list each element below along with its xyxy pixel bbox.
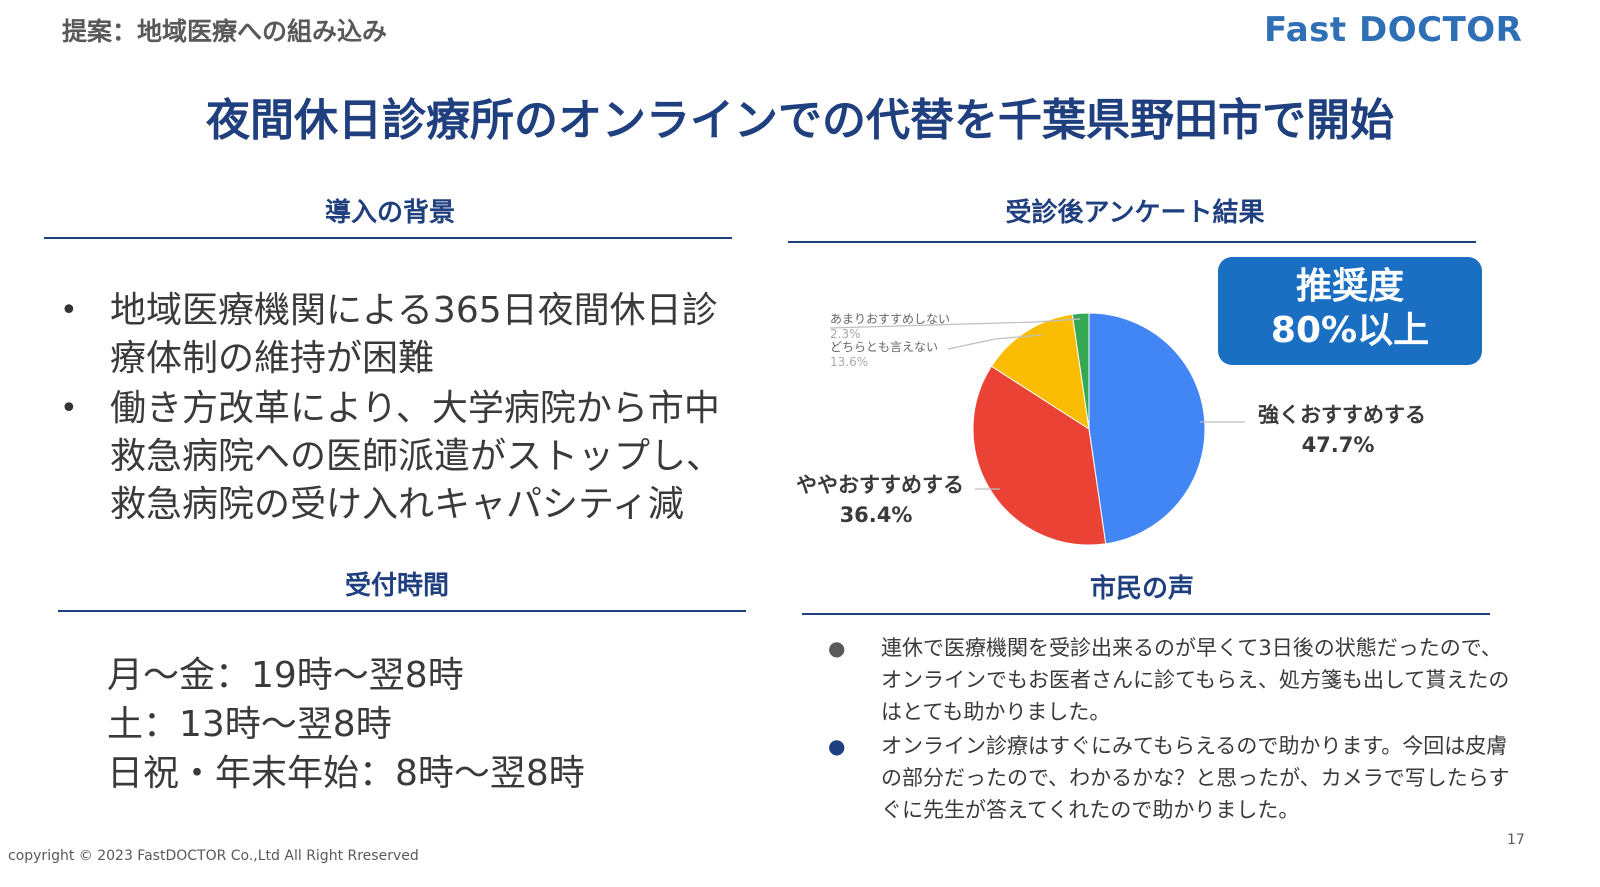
recommendation-badge: 推奨度 80%以上 [1218, 257, 1482, 365]
pie-slice-not-recommend [1071, 312, 1090, 430]
background-divider [44, 237, 732, 239]
pie-label-somewhat: ややおすすめする 36.4% [796, 470, 964, 530]
list-item-text: 地域医療機関による365日夜間休日診療体制の維持が困難 [110, 290, 718, 379]
survey-heading: 受診後アンケート結果 [1005, 198, 1265, 228]
hours-saturday: 土：13時～翌8時 [107, 704, 392, 745]
leader-line-not-recommend [829, 318, 1081, 329]
hours-heading: 受付時間 [344, 571, 449, 601]
pie-label-neutral: どちらとも言えない 13.6% [830, 340, 938, 370]
pie-label-somewhat-name: ややおすすめする [796, 473, 964, 497]
pie-slice-neutral [990, 313, 1090, 431]
pie-label-not-recommend: あまりおすすめしない 2.3% [830, 312, 950, 342]
pie-label-neutral-name: どちらとも言えない [830, 340, 939, 354]
hours-weekday: 月～金：19時～翌8時 [107, 655, 464, 696]
badge-title: 推奨度 [1295, 266, 1404, 307]
hours-holiday: 日祝・年末年始：8時～翌8時 [107, 753, 585, 794]
list-item: • 地域医療機関による365日夜間休日診療体制の維持が困難 [60, 287, 750, 383]
pie-label-strong-name: 強くおすすめする [1258, 403, 1426, 427]
pie-slice-strong [1088, 312, 1206, 545]
leader-line-neutral [947, 334, 1043, 350]
copyright: copyright © 2023 FastDOCTOR Co.,Ltd All … [8, 848, 419, 864]
list-item-text: オンライン診療はすぐにみてもらえるので助かります。今回は皮膚の部分だったので、わ… [881, 734, 1510, 822]
background-heading: 導入の背景 [324, 198, 455, 228]
list-item-text: 連休で医療機関を受診出来るのが早くて3日後の状態だったので、オンラインでもお医者… [881, 636, 1510, 724]
bullet-dot-icon: • [60, 391, 78, 426]
pie-label-not-recommend-value: 2.3% [830, 327, 861, 341]
list-item: ● オンライン診療はすぐにみてもらえるので助かります。今回は皮膚の部分だったので、… [828, 730, 1518, 826]
badge-value: 80%以上 [1270, 310, 1430, 351]
pie-label-strong-value: 47.7% [1301, 433, 1375, 457]
pie-slice-somewhat [972, 365, 1107, 546]
page-number: 17 [1507, 832, 1525, 848]
survey-divider [788, 241, 1476, 243]
hours-divider [58, 610, 746, 612]
background-list: • 地域医療機関による365日夜間休日診療体制の維持が困難 • 働き方改革により、大… [60, 287, 750, 531]
pie-label-not-recommend-name: あまりおすすめしない [830, 312, 951, 326]
pie-label-neutral-value: 13.6% [830, 355, 869, 369]
pie-label-somewhat-value: 36.4% [839, 503, 913, 527]
page-title: 夜間休日診療所のオンラインでの代替を千葉県野田市で開始 [206, 95, 1394, 146]
bullet-dot-icon: • [60, 293, 78, 328]
voices-heading: 市民の声 [1089, 574, 1194, 604]
pie-label-strong: 強くおすすめする 47.7% [1258, 400, 1426, 460]
bullet-dot-icon: ● [828, 734, 846, 758]
voices-divider [802, 613, 1490, 615]
list-item: ● 連休で医療機関を受診出来るのが早くて3日後の状態だったので、オンラインでもお医… [828, 632, 1518, 728]
voices-list: ● 連休で医療機関を受診出来るのが早くて3日後の状態だったので、オンラインでもお医… [828, 632, 1518, 828]
list-item: • 働き方改革により、大学病院から市中救急病院への医師派遣がストップし、救急病院の… [60, 385, 750, 529]
hours-list: 月～金：19時～翌8時 土：13時～翌8時 日祝・年末年始：8時～翌8時 [107, 651, 585, 798]
brand-logo: Fast DOCTOR [1264, 10, 1523, 50]
list-item-text: 働き方改革により、大学病院から市中救急病院への医師派遣がストップし、救急病院の受… [110, 388, 723, 525]
bullet-dot-icon: ● [828, 636, 846, 660]
breadcrumb: 提案：地域医療への組み込み [62, 17, 388, 46]
